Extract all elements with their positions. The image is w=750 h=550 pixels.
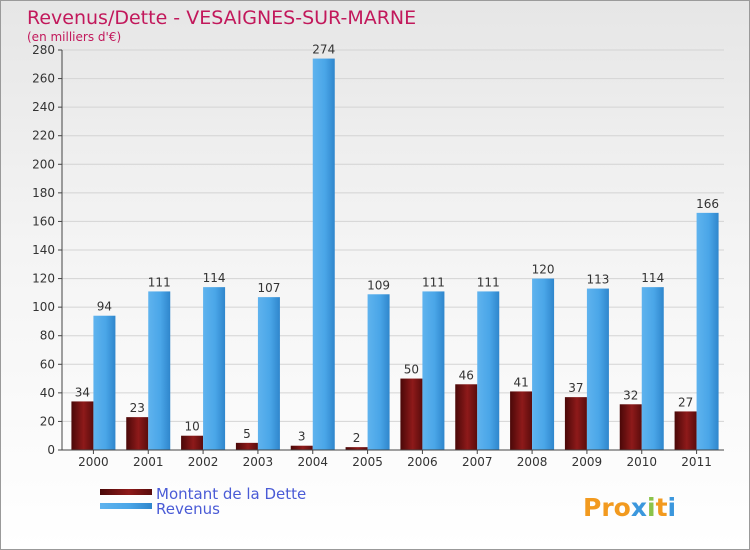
chart-title: Revenus/Dette - VESAIGNES-SUR-MARNE	[27, 7, 416, 29]
x-tick-label: 2007	[462, 455, 493, 469]
value-label-debt: 23	[130, 401, 145, 415]
bar-debt	[181, 435, 204, 450]
value-label-debt: 32	[623, 388, 638, 402]
value-label-debt: 5	[243, 427, 251, 441]
y-tick-label: 180	[32, 186, 55, 200]
value-label-revenus: 94	[97, 300, 112, 314]
y-tick-labels: 0 20 40 60 80 100 120 140 160 180 200 220 240 260 280	[32, 43, 55, 457]
value-label-revenus: 111	[477, 275, 500, 289]
y-tick-label: 260	[32, 72, 55, 86]
bar-debt	[510, 391, 533, 450]
x-tick-label: 2002	[188, 455, 219, 469]
value-label-debt: 41	[513, 375, 528, 389]
legend: Montant de la Dette Revenus	[100, 485, 306, 518]
y-tick-label: 280	[32, 43, 55, 57]
bar-debt	[345, 447, 368, 450]
y-tick-label: 140	[32, 243, 55, 257]
bar-revenus	[641, 287, 664, 450]
value-label-revenus: 166	[696, 197, 719, 211]
bars	[71, 58, 719, 450]
bar-debt	[71, 401, 94, 450]
value-label-debt: 50	[404, 363, 419, 377]
legend-swatch-debt	[100, 489, 152, 495]
x-tick-label: 2008	[517, 455, 548, 469]
bar-revenus	[422, 291, 445, 450]
x-tick-label: 2000	[78, 455, 109, 469]
chart-subtitle: (en milliers d'€)	[27, 30, 121, 44]
y-tick-label: 220	[32, 129, 55, 143]
logo-text: Proxiti	[583, 493, 676, 522]
value-label-revenus: 114	[641, 271, 664, 285]
value-label-revenus: 111	[148, 275, 171, 289]
value-label-debt: 34	[75, 385, 90, 399]
legend-label-revenus: Revenus	[156, 500, 220, 518]
value-label-revenus: 111	[422, 275, 445, 289]
value-label-revenus: 114	[203, 271, 226, 285]
value-label-revenus: 120	[532, 263, 555, 277]
y-tick-label: 240	[32, 100, 55, 114]
value-label-revenus: 109	[367, 278, 390, 292]
bar-debt	[564, 397, 587, 450]
value-label-revenus: 107	[257, 281, 280, 295]
legend-label-debt: Montant de la Dette	[156, 485, 306, 503]
x-tick-label: 2005	[352, 455, 383, 469]
x-tick-label: 2001	[133, 455, 164, 469]
x-tick-labels: 2000 2001 2002 2003 2004 2005 2006 2007 2008 2009…	[78, 450, 712, 469]
bar-revenus	[203, 287, 226, 450]
value-label-debt: 46	[459, 368, 474, 382]
x-tick-label: 2009	[572, 455, 603, 469]
value-label-debt: 27	[678, 395, 693, 409]
bar-debt	[290, 445, 313, 450]
value-label-debt: 37	[568, 381, 583, 395]
y-tick-label: 40	[40, 386, 55, 400]
bar-revenus	[696, 212, 719, 450]
value-label-debt: 2	[353, 431, 361, 445]
y-tick-label: 60	[40, 357, 55, 371]
bar-debt	[619, 404, 642, 450]
x-tick-label: 2006	[407, 455, 438, 469]
value-label-debt: 3	[298, 430, 306, 444]
y-tick-label: 100	[32, 300, 55, 314]
bar-debt	[455, 384, 478, 450]
value-label-debt: 10	[184, 420, 199, 434]
x-tick-label: 2004	[297, 455, 328, 469]
bar-debt	[674, 411, 697, 450]
proxiti-logo: Proxiti	[583, 493, 676, 522]
bar-revenus	[148, 291, 171, 450]
y-tick-label: 0	[47, 443, 55, 457]
bar-revenus	[257, 297, 280, 450]
y-tick-label: 80	[40, 329, 55, 343]
x-tick-label: 2010	[626, 455, 657, 469]
y-tick-label: 160	[32, 214, 55, 228]
bar-revenus	[93, 315, 116, 450]
legend-swatch-revenus	[100, 503, 152, 509]
bar-revenus	[532, 278, 555, 450]
value-label-revenus: 274	[312, 43, 335, 57]
y-tick-label: 20	[40, 414, 55, 428]
value-labels: 34 94 23 111 10 114 5 107 3 274 2 109 50 111 46 111 41 12…	[75, 43, 719, 446]
bar-revenus	[367, 294, 390, 450]
bar-revenus	[586, 288, 609, 450]
y-tick-label: 120	[32, 272, 55, 286]
bar-debt	[235, 442, 258, 450]
value-label-revenus: 113	[586, 273, 609, 287]
bar-revenus	[477, 291, 500, 450]
y-tick-label: 200	[32, 157, 55, 171]
x-tick-label: 2003	[243, 455, 274, 469]
bar-debt	[126, 417, 149, 450]
bar-revenus	[312, 58, 335, 450]
bar-debt	[400, 378, 423, 450]
x-tick-label: 2011	[681, 455, 712, 469]
